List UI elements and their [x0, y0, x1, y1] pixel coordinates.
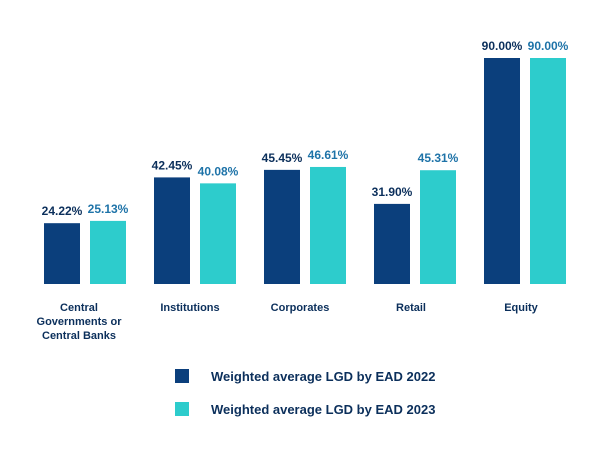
value-label-institutions-2022: 42.45% — [152, 158, 193, 172]
bar-institutions-2022 — [154, 177, 190, 284]
bar-equity-2022 — [484, 58, 520, 284]
value-label-retail-2023: 45.31% — [418, 151, 459, 165]
category-label-institutions: Institutions — [160, 302, 220, 314]
bar-institutions-2023 — [200, 183, 236, 284]
bar-chart: 24.22% 42.45% 45.45% 31.90% 90.00% 25.13% 40.0… — [42, 39, 569, 284]
legend-label-2023: Weighted average LGD by EAD 2023 — [211, 401, 436, 417]
value-label-equity-2023: 90.00% — [528, 39, 569, 53]
legend-swatch-2023 — [175, 402, 189, 416]
bar-equity-2023 — [530, 58, 566, 284]
category-label-central-governments: Central Governments or Central Banks — [36, 302, 122, 342]
category-label-retail: Retail — [396, 302, 426, 314]
category-label-corporates: Corporates — [270, 302, 330, 314]
bar-retail-2022 — [374, 203, 410, 284]
value-label-central-governments-2022: 24.22% — [42, 204, 83, 218]
legend-swatch-2022 — [175, 369, 189, 383]
value-label-central-governments-2023: 25.13% — [88, 202, 129, 216]
value-label-equity-2022: 90.00% — [482, 39, 523, 53]
value-label-institutions-2023: 40.08% — [198, 164, 239, 178]
value-label-retail-2022: 31.90% — [372, 185, 413, 199]
bar-corporates-2023 — [310, 166, 346, 284]
legend-item-2023: Weighted average LGD by EAD 2023 — [175, 401, 435, 417]
bar-retail-2023 — [420, 170, 456, 284]
value-label-corporates-2022: 45.45% — [262, 151, 303, 165]
value-label-corporates-2023: 46.61% — [308, 148, 349, 162]
legend-item-2022: Weighted average LGD by EAD 2022 — [175, 368, 435, 384]
category-label-equity: Equity — [504, 302, 538, 314]
legend-label-2022: Weighted average LGD by EAD 2022 — [211, 368, 436, 384]
bar-central-governments-2023 — [90, 220, 126, 284]
bar-central-governments-2022 — [44, 223, 80, 284]
bar-corporates-2022 — [264, 169, 300, 284]
